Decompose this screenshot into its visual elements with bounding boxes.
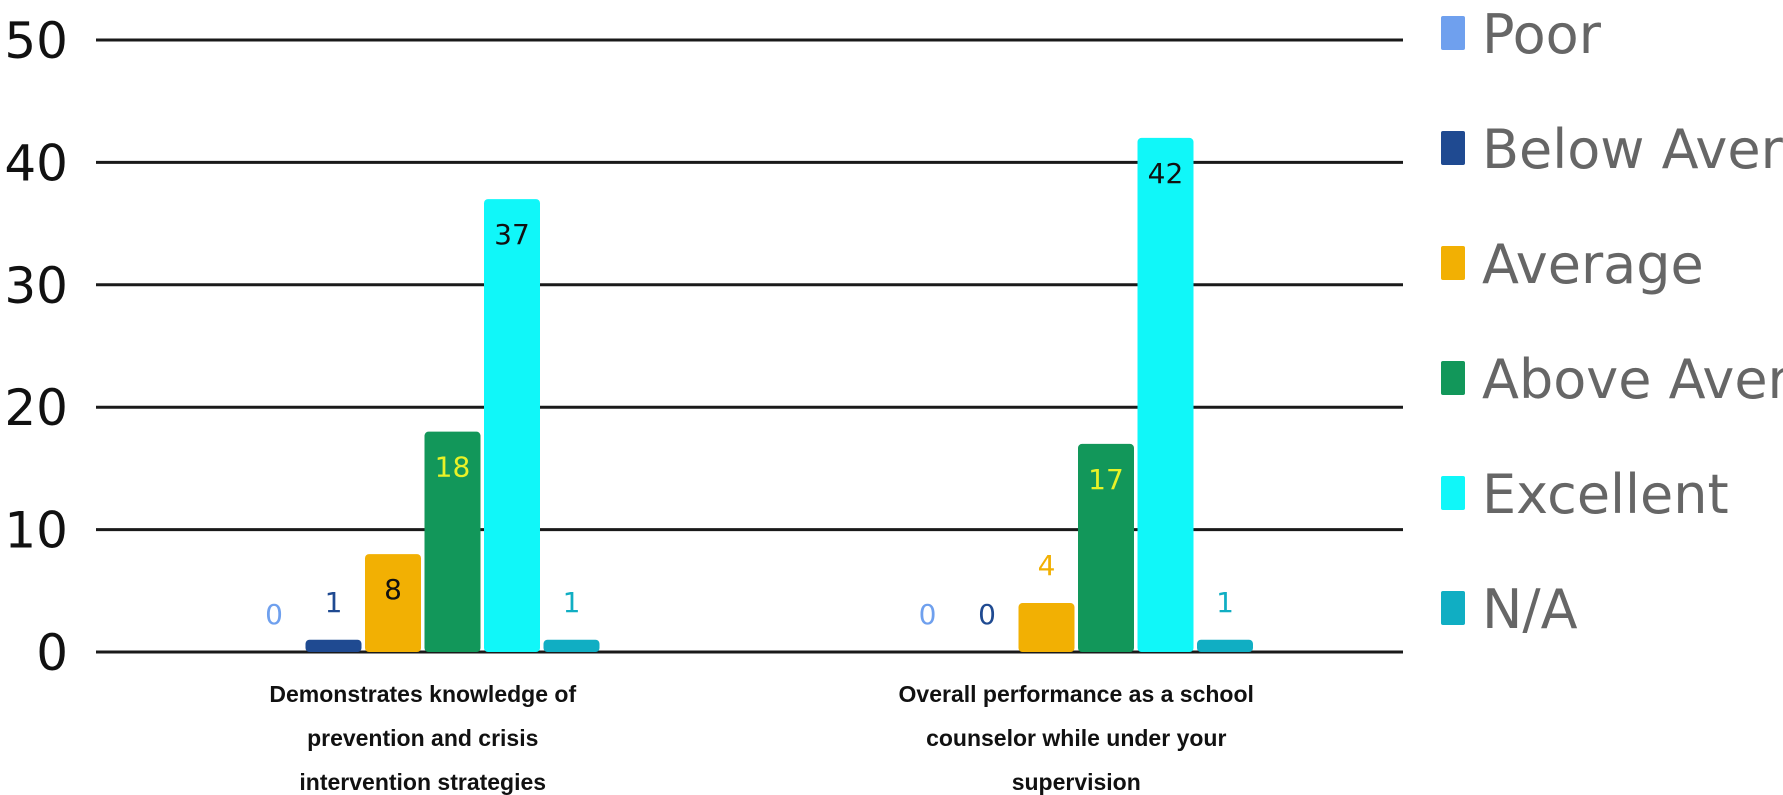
bar (1078, 443, 1134, 652)
bar (1197, 639, 1253, 652)
data-label: 0 (265, 598, 283, 631)
category-label: Overall performance as a school (899, 681, 1254, 707)
legend-label: Above Average (1482, 348, 1783, 411)
bar (365, 554, 421, 652)
category-label: intervention strategies (299, 769, 546, 795)
legend-label: N/A (1482, 578, 1578, 641)
gridlines (96, 38, 1403, 654)
legend-swatch (1441, 131, 1465, 165)
data-label: 8 (384, 573, 402, 606)
bar (424, 431, 481, 652)
legend-swatch (1441, 591, 1465, 625)
data-label: 18 (435, 451, 471, 484)
legend-swatch (1441, 246, 1465, 280)
bar (543, 639, 600, 652)
legend-label: Excellent (1482, 463, 1729, 526)
x-axis-categories: Demonstrates knowledge of prevention and … (269, 681, 1254, 795)
category-label: supervision (1012, 769, 1141, 795)
data-label: 1 (325, 586, 343, 619)
category-label: counselor while under your (926, 725, 1226, 751)
y-tick-label: 30 (4, 257, 68, 315)
category-label: Demonstrates knowledge of (269, 681, 576, 707)
y-tick-label: 0 (36, 624, 68, 682)
y-tick-label: 50 (4, 12, 68, 70)
y-axis-ticks: 0 10 20 30 40 50 (4, 12, 68, 682)
y-tick-label: 10 (4, 502, 68, 560)
y-tick-label: 40 (4, 134, 68, 192)
data-label: 17 (1088, 463, 1124, 496)
bar (305, 639, 362, 652)
legend-label: Below Average (1482, 118, 1783, 181)
data-label: 1 (563, 586, 581, 619)
data-label: 4 (1038, 549, 1056, 582)
legend-label: Average (1482, 233, 1704, 296)
legend-swatch (1441, 361, 1465, 395)
bar (1137, 137, 1194, 653)
data-label: 37 (494, 218, 530, 251)
y-tick-label: 20 (4, 379, 68, 437)
category-label: prevention and crisis (307, 725, 538, 751)
legend-swatch (1441, 476, 1465, 510)
bars (305, 137, 1253, 653)
bar (1018, 603, 1075, 652)
legend-swatch (1441, 16, 1465, 50)
bar (484, 199, 540, 652)
data-label: 0 (978, 598, 996, 631)
data-label: 0 (919, 598, 937, 631)
data-label: 42 (1148, 157, 1184, 190)
legend-label: Poor (1482, 3, 1602, 66)
data-label: 1 (1216, 586, 1234, 619)
legend: Poor Below Average Average Above Average Exc… (1441, 3, 1783, 641)
